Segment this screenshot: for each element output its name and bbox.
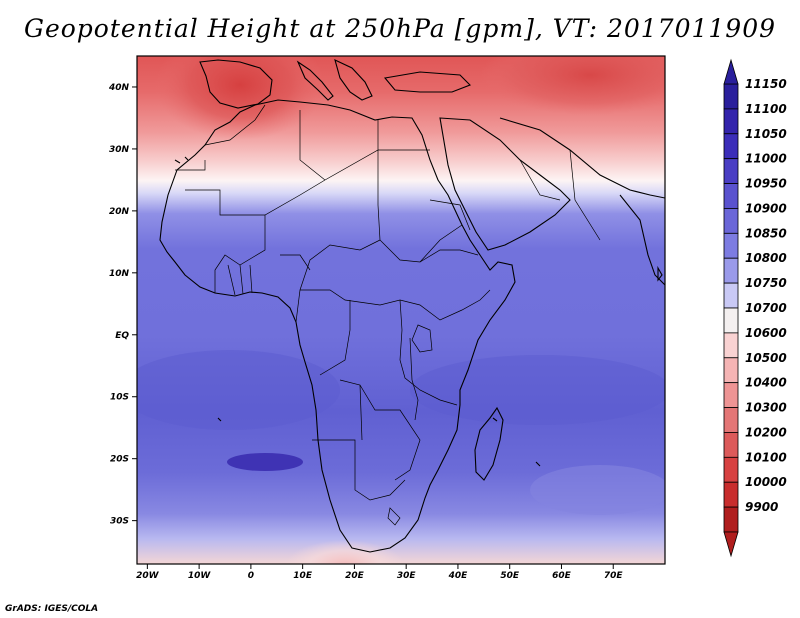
colorbar-segment	[723, 208, 739, 234]
colorbar-segment	[723, 332, 739, 359]
lat-tick-label: 10S	[110, 393, 129, 403]
south-high	[285, 540, 405, 564]
lat-tick-label: 30N	[109, 145, 130, 155]
colorbar-label: 10750	[745, 276, 787, 290]
lon-tick-label: 70E	[604, 571, 624, 581]
colorbar-label: 10800	[745, 251, 787, 265]
colorbar-segment	[723, 382, 739, 408]
colorbar-label: 10950	[745, 177, 787, 191]
lon-tick-label: 10E	[293, 571, 313, 581]
colorbar-segment	[723, 108, 739, 135]
height-field	[137, 56, 665, 564]
lat-tick-label: 10N	[109, 269, 130, 279]
colorbar-min-arrow	[723, 531, 739, 558]
europe-coastline	[199, 59, 273, 109]
lon-tick-label: 10W	[188, 571, 212, 581]
colorbar-segment	[723, 432, 739, 458]
min-height-cell	[227, 453, 303, 471]
footer-credit: GrADS: IGES/COLA	[5, 604, 99, 614]
madagascar-coastline	[474, 406, 504, 481]
colorbar-segment	[723, 456, 739, 483]
colorbar-segment	[723, 133, 739, 160]
colorbar-segment	[723, 407, 739, 433]
colorbar-label: 10600	[745, 326, 787, 340]
lat-tick-label: 20N	[109, 207, 130, 217]
coastlines-borders	[159, 58, 665, 553]
lon-tick-label: 20W	[136, 571, 160, 581]
colorbar-label: 10500	[745, 351, 787, 365]
colorbar-segment	[723, 158, 739, 184]
colorbar-label: 11050	[745, 127, 787, 141]
lat-tick-label: 40N	[108, 83, 130, 93]
colorbar-segment	[723, 232, 739, 259]
turkey-coastline	[383, 71, 471, 93]
colorbar-label: 10700	[745, 301, 787, 315]
colorbar-segment	[723, 183, 739, 209]
iran-coastline	[499, 117, 665, 199]
lat-tick-label: EQ	[115, 331, 129, 341]
lon-tick-label: 60E	[552, 571, 572, 581]
colorbar-label: 10850	[745, 226, 787, 240]
colorbar-label: 10400	[745, 376, 787, 390]
lon-tick-label: 50E	[500, 571, 520, 581]
africa-coastline	[159, 99, 516, 553]
colorbar-label: 10100	[745, 450, 787, 464]
arabia-coastline	[439, 117, 571, 251]
balkans-coastline	[334, 58, 373, 101]
colorbar-segment	[723, 257, 739, 284]
colorbar-label: 10000	[745, 475, 787, 489]
country-borders	[175, 104, 601, 526]
colorbar-label: 11100	[745, 102, 787, 116]
colorbar-segment	[723, 83, 739, 110]
west-high	[155, 56, 325, 140]
colorbar-max-arrow	[723, 58, 739, 85]
plot-frame	[136, 55, 666, 565]
lat-tick-label: 30S	[110, 517, 129, 527]
italy-coastline	[296, 60, 334, 101]
colorbar-segment	[723, 282, 739, 309]
lon-tick-label: 30E	[397, 571, 417, 581]
colorbar-segment	[723, 307, 739, 334]
colorbar-label: 9900	[745, 500, 778, 514]
lon-tick-label: 40E	[448, 571, 469, 581]
map-title: Geopotential Height at 250hPa [gpm], VT:…	[23, 14, 777, 43]
colorbar-segment	[723, 506, 739, 533]
axis-ticks: 20W 10W 0 10E 20E 30E 40E 50E 60E 70E 40N 30N 20N 10N…	[108, 83, 623, 581]
colorbar-label: 10200	[745, 425, 787, 439]
colorbar-label: 11150	[745, 77, 787, 91]
colorbar-label: 11000	[745, 152, 787, 166]
colorbar-segment	[723, 481, 739, 508]
east-high	[480, 56, 665, 115]
colorbar-label: 10900	[745, 201, 787, 215]
colorbar: 11150 11100 11050 11000 10950 10900 10850 10800…	[723, 58, 787, 558]
colorbar-label: 10300	[745, 401, 787, 415]
lon-tick-label: 20E	[345, 571, 365, 581]
colorbar-segment	[723, 357, 739, 384]
lat-tick-label: 20S	[110, 455, 129, 465]
lon-tick-label: 0	[248, 571, 254, 581]
